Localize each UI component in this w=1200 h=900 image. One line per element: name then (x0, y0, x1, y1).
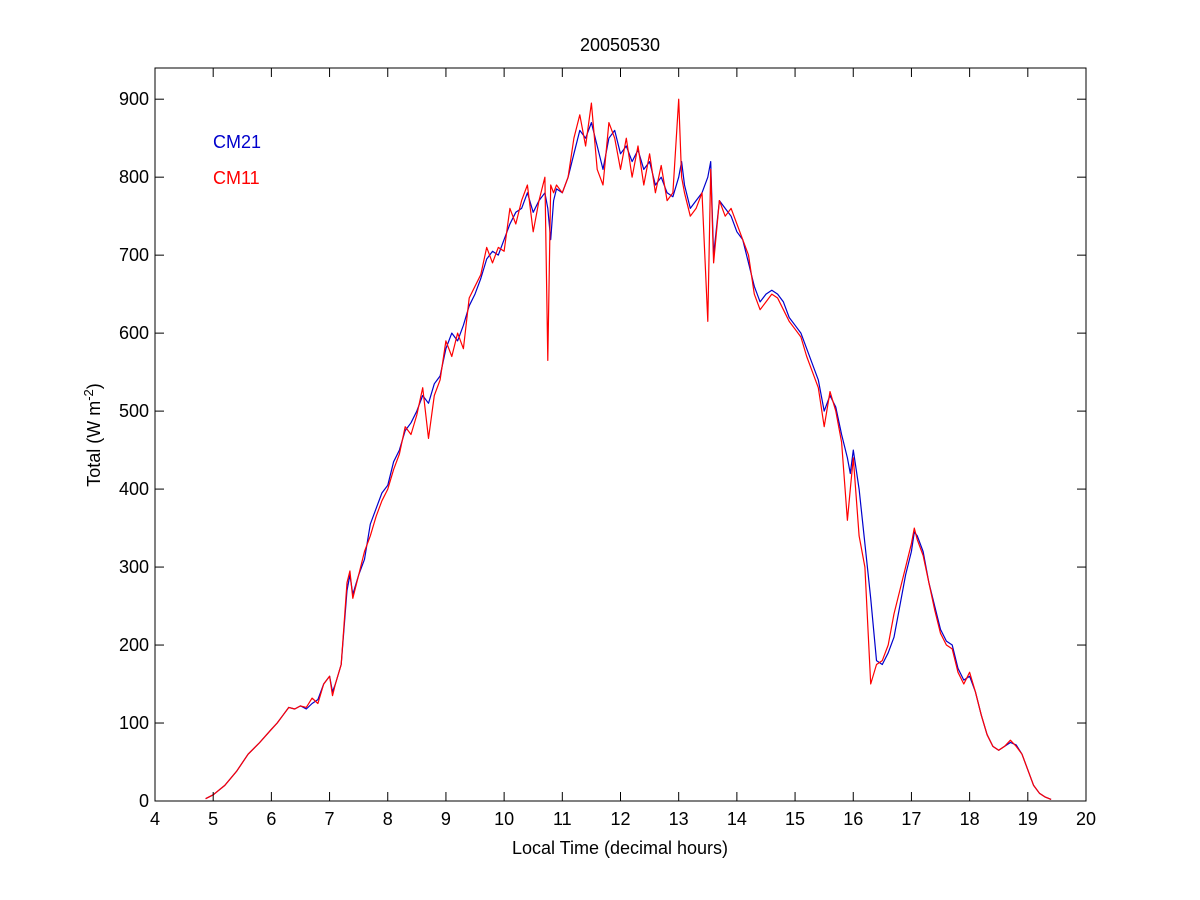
x-tick-label: 19 (1018, 809, 1038, 829)
chart-title: 20050530 (580, 35, 660, 55)
x-tick-label: 6 (266, 809, 276, 829)
y-axis-label-superscript: -2 (81, 389, 96, 401)
x-tick-label: 8 (383, 809, 393, 829)
series-line-cm11 (205, 98, 1052, 800)
series-line-cm21 (205, 121, 1052, 800)
legend-entry-cm11: CM11 (213, 168, 260, 188)
y-axis-label-main: Total (W m (84, 401, 104, 487)
x-tick-label: 9 (441, 809, 451, 829)
y-tick-label: 800 (119, 167, 149, 187)
y-axis-label: Total (W m-2) (81, 383, 104, 487)
x-tick-label: 11 (553, 809, 572, 829)
legend-entry-cm21: CM21 (213, 132, 261, 152)
y-tick-label: 100 (119, 713, 149, 733)
x-tick-label: 13 (669, 809, 689, 829)
y-tick-label: 200 (119, 635, 149, 655)
y-axis-label-end: ) (84, 383, 104, 389)
y-tick-label: 600 (119, 323, 149, 343)
x-axis-label: Local Time (decimal hours) (512, 838, 728, 858)
x-tick-label: 4 (150, 809, 160, 829)
y-tick-label: 700 (119, 245, 149, 265)
x-tick-label: 7 (325, 809, 335, 829)
x-tick-label: 16 (843, 809, 863, 829)
y-tick-label: 300 (119, 557, 149, 577)
y-tick-label: 400 (119, 479, 149, 499)
x-tick-label: 17 (901, 809, 921, 829)
x-tick-label: 12 (610, 809, 630, 829)
x-tick-label: 20 (1076, 809, 1096, 829)
x-tick-label: 5 (208, 809, 218, 829)
x-tick-label: 15 (785, 809, 805, 829)
x-tick-label: 18 (960, 809, 980, 829)
y-tick-label: 500 (119, 401, 149, 421)
y-tick-label: 0 (139, 791, 149, 811)
y-tick-label: 900 (119, 89, 149, 109)
x-tick-label: 10 (494, 809, 514, 829)
x-tick-label: 14 (727, 809, 747, 829)
series-layer (205, 98, 1052, 800)
tick-layer: 4 5 6 7 8 9 10 11 12 13 14 15 16 17 18 19 20010020030040… (119, 68, 1096, 829)
